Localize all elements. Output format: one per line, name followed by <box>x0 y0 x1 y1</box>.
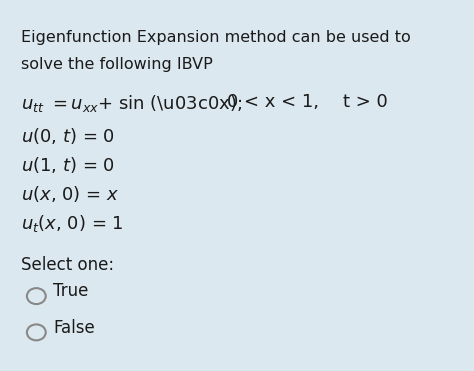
Text: 0 < x < 1,: 0 < x < 1, <box>227 93 319 111</box>
Text: t > 0: t > 0 <box>343 93 387 111</box>
Text: Select one:: Select one: <box>21 256 114 274</box>
Text: $u$(0, $t$) = 0: $u$(0, $t$) = 0 <box>21 126 115 146</box>
Text: True: True <box>54 282 89 301</box>
Text: solve the following IBVP: solve the following IBVP <box>21 57 213 72</box>
Text: $u_t$($x$, 0) = 1: $u_t$($x$, 0) = 1 <box>21 213 124 234</box>
Text: False: False <box>54 319 95 336</box>
Text: $u$($x$, 0) = $x$: $u$($x$, 0) = $x$ <box>21 184 119 204</box>
Text: $u$(1, $t$) = 0: $u$(1, $t$) = 0 <box>21 155 115 175</box>
Text: Eigenfunction Expansion method can be used to: Eigenfunction Expansion method can be us… <box>21 30 411 45</box>
Text: $u_{tt}\ =u_{xx}$+ sin (\u03c0x);: $u_{tt}\ =u_{xx}$+ sin (\u03c0x); <box>21 93 243 114</box>
